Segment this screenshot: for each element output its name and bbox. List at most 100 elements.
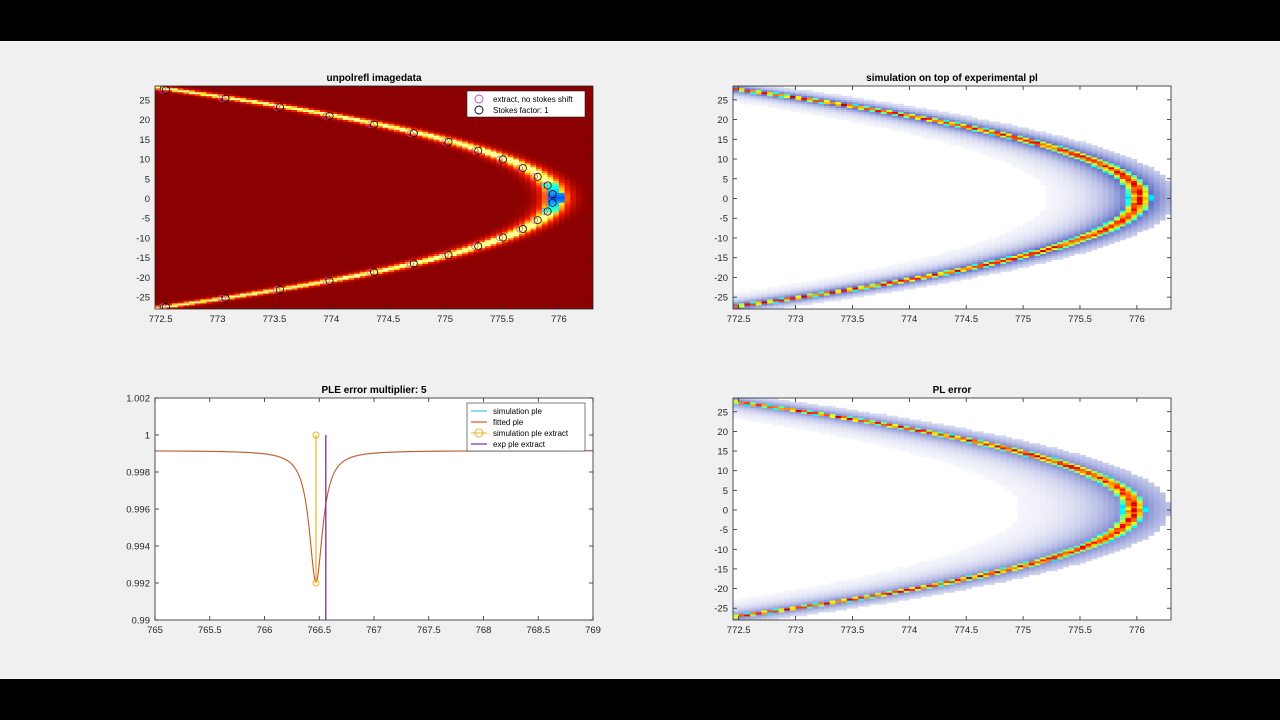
y-tick-label: -10 (714, 233, 728, 244)
marker-stokes (533, 172, 542, 181)
y-tick-label: 0.996 (126, 505, 150, 516)
legend: simulation ple fitted ple simulation ple e… (466, 402, 586, 452)
y-tick-label: 10 (139, 155, 150, 166)
y-tick-label: 20 (717, 115, 728, 126)
chart-title: PLE error multiplier: 5 (321, 385, 426, 396)
marker-extract (159, 303, 167, 309)
marker-stokes (533, 216, 542, 225)
x-tick-label: 766 (257, 625, 273, 636)
marker-extract (545, 199, 553, 207)
legend-label: fitted ple (493, 418, 524, 427)
marker-stokes (276, 285, 285, 294)
y-tick-label: -15 (136, 253, 150, 264)
y-tick-label: 25 (717, 407, 728, 418)
x-tick-label: 774 (901, 625, 917, 636)
subplot-4: 772.5 773 773.5 774 774.5 775 775.5 776 -25 -20 -1… (714, 385, 1172, 636)
marker-stokes (518, 164, 527, 173)
y-tick-label: -5 (142, 214, 150, 225)
marker-stokes (409, 259, 418, 268)
y-tick-label: -25 (136, 293, 150, 304)
marker-stokes (162, 303, 171, 309)
marker-extract (322, 112, 330, 120)
subplot-3: 765 765.5 766 766.5 767 767.5 768 768.5 769 0.99 0… (126, 385, 601, 636)
x-tick-label: 774 (901, 314, 917, 325)
plot-area (155, 86, 593, 309)
marker-stokes (543, 181, 552, 190)
axes-frame (732, 397, 1172, 621)
y-tick-label: -20 (714, 273, 728, 284)
figure-canvas: 772.5 773 773.5 774 774.5 775 775.5 776 -25 -20 -1… (126, 73, 1172, 636)
legend-label: exp ple extract (493, 440, 546, 449)
marker-extract (406, 260, 414, 268)
x-tick-label: 775 (1015, 314, 1031, 325)
x-tick-label: 765.5 (198, 625, 222, 636)
y-tick-label: 0 (723, 194, 728, 205)
figure-window: 772.5 773 773.5 774 774.5 775 775.5 776 -25 -20 -1… (0, 41, 1280, 679)
sim-extract-marker (312, 579, 320, 587)
marker-stokes (548, 198, 557, 207)
legend-box (466, 90, 586, 118)
legend-marker (474, 94, 484, 104)
marker-extract (496, 155, 504, 163)
x-tick-label: 774 (323, 314, 339, 325)
y-tick-label: -25 (714, 293, 728, 304)
marker-extract (530, 173, 538, 181)
y-tick-label: 0.998 (126, 468, 150, 479)
marker-extract (496, 234, 504, 242)
marker-extract (406, 129, 414, 137)
y-tick-label: 25 (717, 95, 728, 106)
x-tick-label: 776 (1129, 314, 1145, 325)
marker-extract (471, 147, 479, 155)
y-tick-label: 10 (717, 155, 728, 166)
y-tick-label: -5 (720, 525, 728, 536)
marker-extract (441, 251, 449, 259)
chart-title: simulation on top of experimental pl (866, 73, 1038, 84)
marker-extract (545, 190, 553, 198)
x-tick-label: 772.5 (149, 314, 173, 325)
marker-extract (471, 242, 479, 250)
marker-stokes (499, 233, 508, 242)
axes-frame (732, 85, 1172, 310)
marker-extract (322, 277, 330, 285)
axes-frame (154, 85, 594, 310)
y-tick-label: 5 (723, 486, 728, 497)
y-tick-label: 15 (139, 135, 150, 146)
marker-stokes (518, 224, 527, 233)
x-tick-label: 773 (788, 625, 804, 636)
marker-stokes (276, 103, 285, 112)
plot-area (733, 86, 1171, 309)
x-tick-label: 772.5 (727, 625, 751, 636)
x-tick-label: 765 (147, 625, 163, 636)
marker-extract (540, 208, 548, 216)
marker-stokes (474, 146, 483, 155)
marker-extract (441, 138, 449, 146)
x-tick-label: 775.5 (490, 314, 514, 325)
marker-stokes (474, 242, 483, 251)
x-tick-label: 767 (366, 625, 382, 636)
x-tick-label: 773.5 (841, 625, 865, 636)
y-tick-label: 10 (717, 466, 728, 477)
y-tick-label: -10 (714, 545, 728, 556)
x-tick-label: 775 (1015, 625, 1031, 636)
marker-stokes (444, 138, 453, 147)
y-tick-label: 0.994 (126, 542, 150, 553)
y-tick-label: -10 (136, 233, 150, 244)
y-tick-label: -15 (714, 564, 728, 575)
x-tick-label: 773 (210, 314, 226, 325)
x-tick-label: 773.5 (841, 314, 865, 325)
marker-extract (218, 95, 226, 103)
marker-stokes (370, 120, 379, 129)
marker-extract (530, 216, 538, 224)
sim-extract-marker (312, 431, 320, 439)
y-tick-label: 0.992 (126, 579, 150, 590)
y-tick-label: 1 (145, 431, 150, 442)
legend-label: simulation ple extract (493, 429, 569, 438)
x-tick-label: 775.5 (1068, 625, 1092, 636)
x-tick-label: 769 (585, 625, 601, 636)
y-tick-label: 25 (139, 95, 150, 106)
marker-extract (273, 286, 281, 294)
y-tick-label: 5 (145, 174, 150, 185)
x-tick-label: 775 (437, 314, 453, 325)
x-tick-label: 774.5 (376, 314, 400, 325)
x-tick-label: 773 (788, 314, 804, 325)
